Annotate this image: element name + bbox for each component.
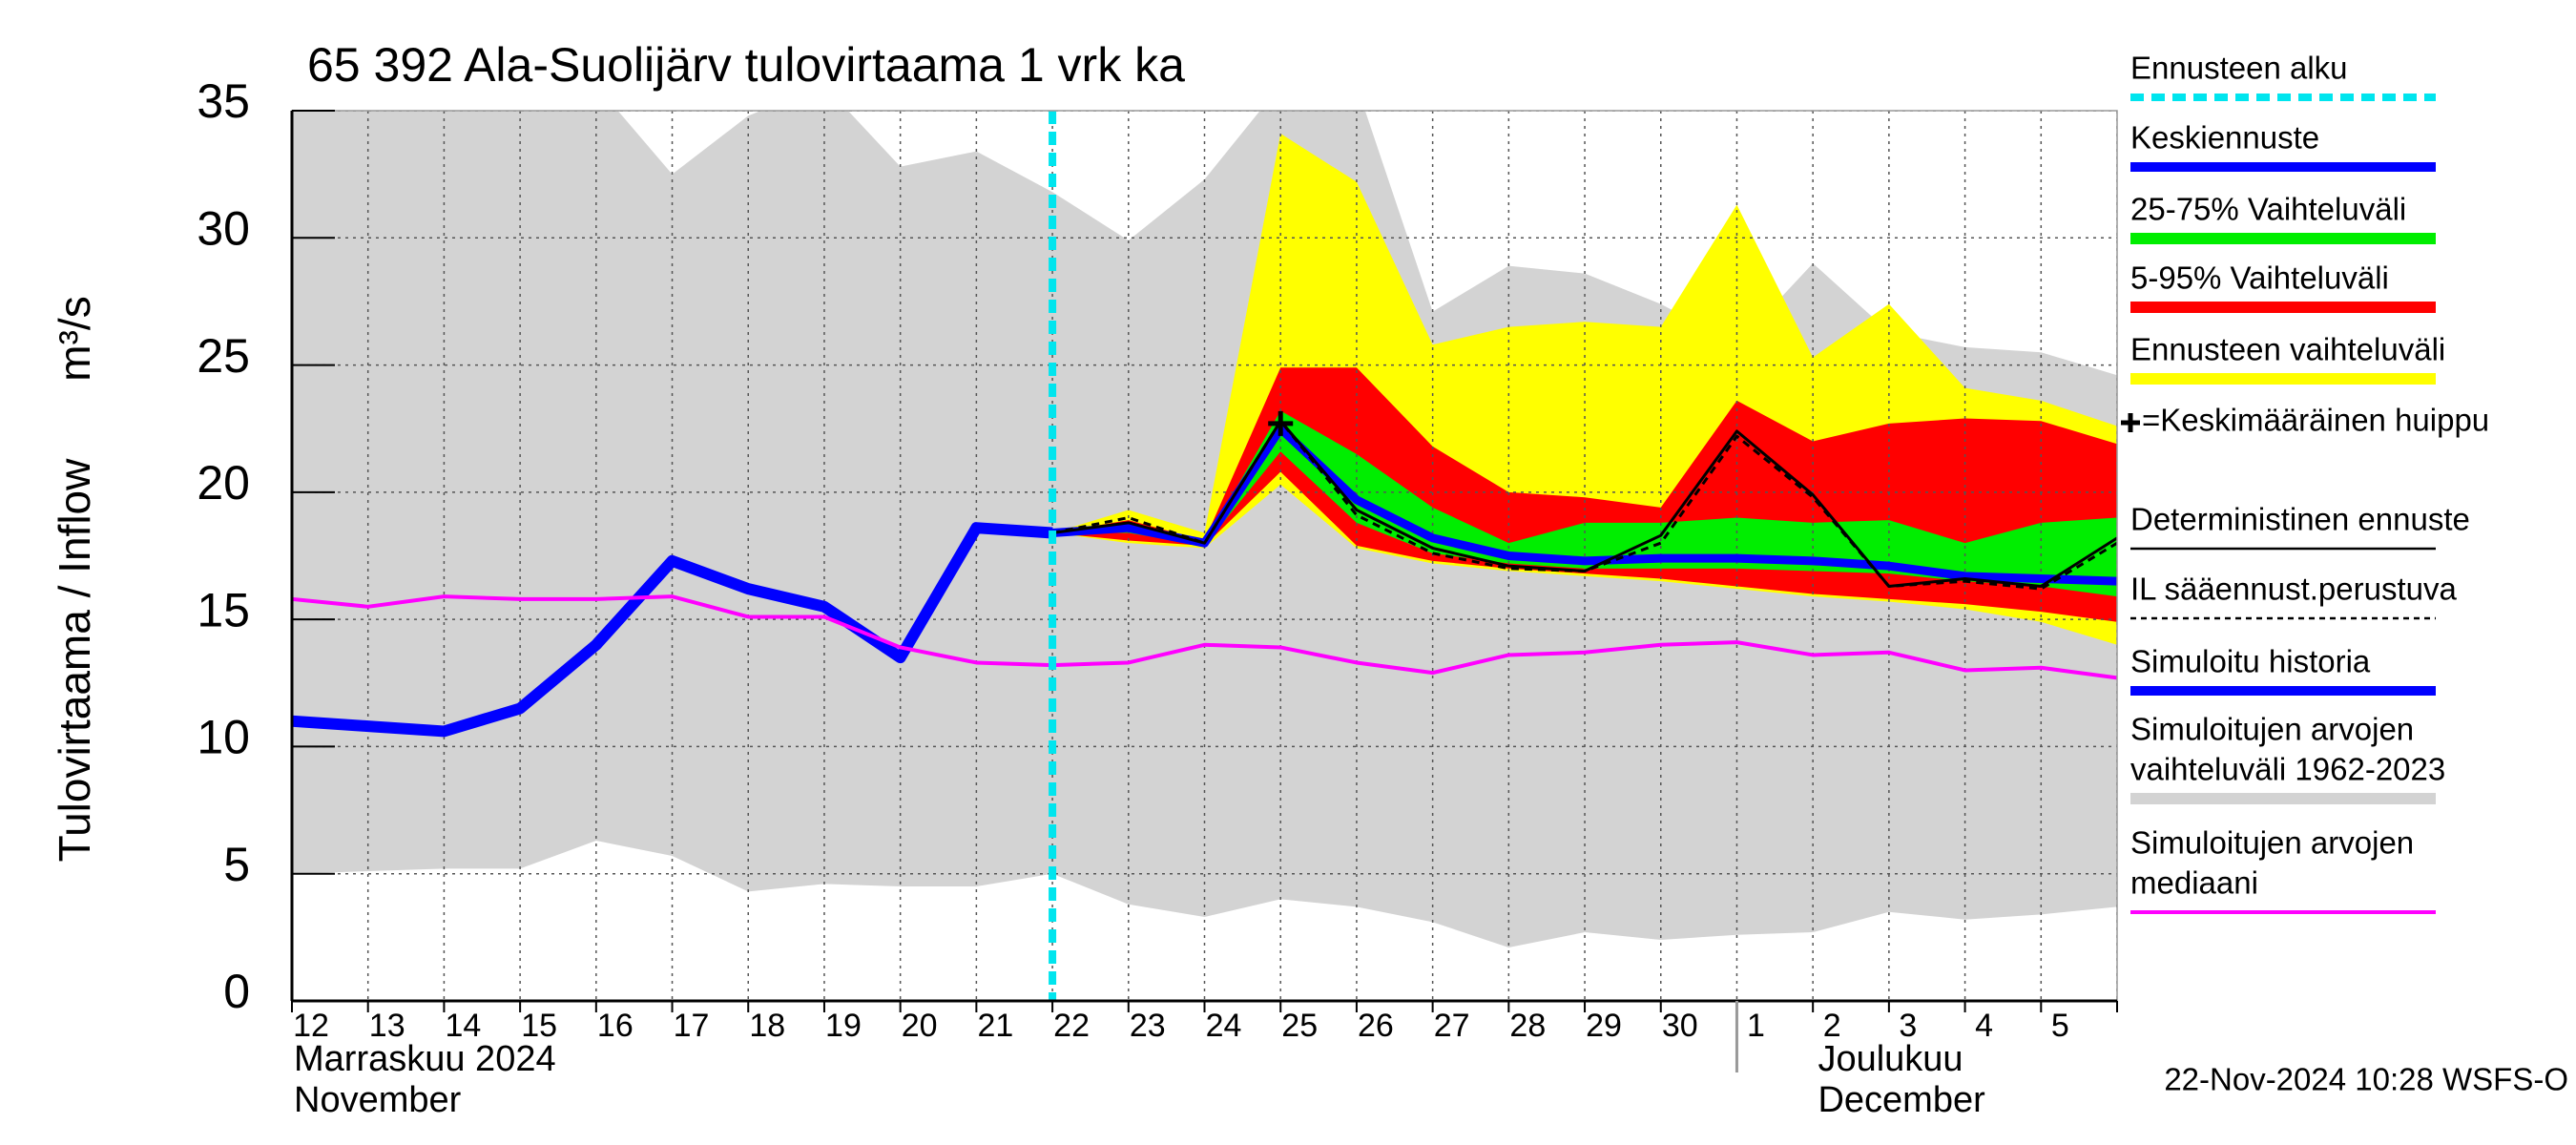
y-tick-label: 15: [197, 583, 250, 636]
y-tick-label: 35: [197, 74, 250, 128]
legend-label: =Keskimääräinen huippu: [2142, 403, 2489, 438]
month-label: November: [294, 1080, 462, 1120]
legend-label: mediaani: [2130, 865, 2258, 901]
timestamp: 22-Nov-2024 10:28 WSFS-O: [2164, 1062, 2568, 1097]
x-tick-label: 18: [749, 1008, 785, 1044]
x-tick-label: 1: [1747, 1008, 1765, 1044]
legend-label: Ennusteen alku: [2130, 51, 2348, 86]
x-tick-label: 14: [446, 1008, 482, 1044]
legend-label: Simuloitu historia: [2130, 644, 2371, 679]
series-line: [292, 522, 1053, 738]
x-tick-label: 22: [1053, 1008, 1090, 1044]
legend-label: Deterministinen ennuste: [2130, 502, 2470, 537]
x-tick-label: 24: [1206, 1008, 1242, 1044]
month-label: Joulukuu: [1818, 1039, 1963, 1079]
x-tick-label: 5: [2051, 1008, 2069, 1044]
plot-area: [292, 111, 2117, 1001]
month-label: Marraskuu 2024: [294, 1039, 556, 1079]
legend-label: Keskiennuste: [2130, 120, 2319, 156]
x-tick-label: 12: [293, 1008, 329, 1044]
x-tick-label: 29: [1586, 1008, 1622, 1044]
legend-label: IL sääennust.perustuva: [2130, 572, 2457, 607]
y-tick-label: 10: [197, 711, 250, 764]
x-tick-label: 15: [521, 1008, 557, 1044]
x-tick-label: 16: [597, 1008, 634, 1044]
x-tick-label: 19: [825, 1008, 862, 1044]
y-tick-label: 25: [197, 329, 250, 383]
x-tick-label: 26: [1358, 1008, 1394, 1044]
peak-marker: [1268, 410, 1294, 436]
month-label: December: [1818, 1080, 1985, 1120]
x-tick-label: 28: [1509, 1008, 1546, 1044]
legend-label: 5-95% Vaihteluväli: [2130, 260, 2389, 296]
x-tick-label: 21: [977, 1008, 1013, 1044]
x-tick-label: 30: [1662, 1008, 1698, 1044]
legend-label: 25-75% Vaihteluväli: [2130, 192, 2406, 227]
x-tick-label: 13: [369, 1008, 405, 1044]
x-tick-label: 17: [674, 1008, 710, 1044]
x-tick-label: 27: [1434, 1008, 1470, 1044]
legend-label: Ennusteen vaihteluväli: [2130, 332, 2445, 367]
chart-title: 65 392 Ala-Suolijärv tulovirtaama 1 vrk …: [307, 38, 1185, 92]
legend-label: Simuloitujen arvojen: [2130, 825, 2414, 861]
y-axis-unit: m³/s: [50, 296, 99, 381]
y-tick-label: 20: [197, 456, 250, 510]
x-tick-label: 3: [1899, 1008, 1917, 1044]
range-band: [1052, 410, 2117, 597]
x-tick-label: 20: [902, 1008, 938, 1044]
x-tick-label: 23: [1130, 1008, 1166, 1044]
legend-label: Simuloitujen arvojen: [2130, 712, 2414, 747]
y-tick-label: 0: [223, 965, 250, 1018]
x-tick-label: 4: [1975, 1008, 1993, 1044]
y-tick-label: 30: [197, 201, 250, 255]
y-axis-label: Tulovirtaama / Inflow: [50, 458, 99, 862]
x-tick-label: 2: [1823, 1008, 1841, 1044]
series-line: [292, 594, 2117, 680]
legend-label: vaihteluväli 1962-2023: [2130, 752, 2445, 787]
series-line: [1051, 419, 2117, 588]
x-tick-label: 25: [1281, 1008, 1318, 1044]
y-tick-label: 5: [223, 838, 250, 891]
